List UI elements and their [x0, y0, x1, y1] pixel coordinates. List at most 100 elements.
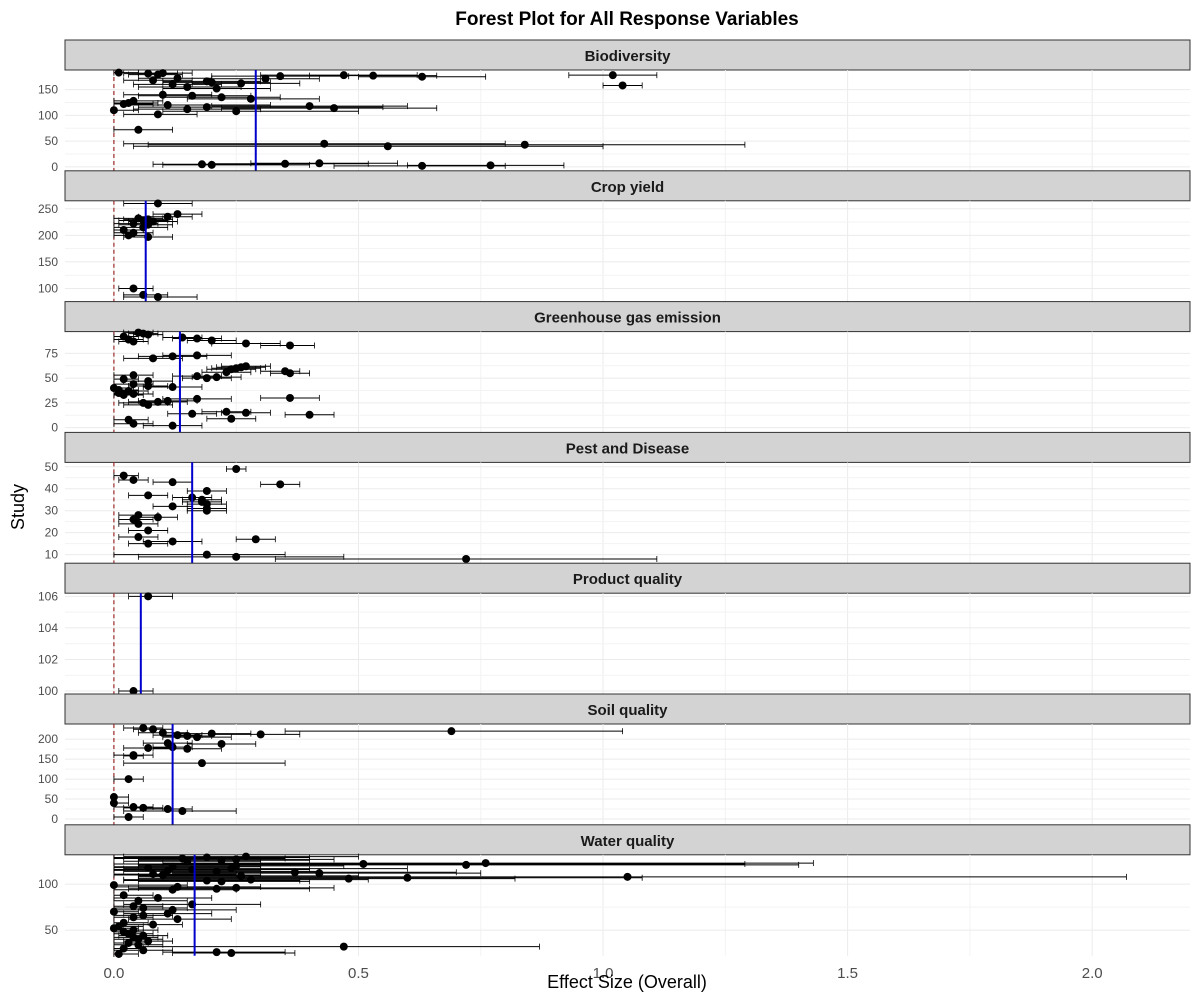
study-point [447, 727, 456, 736]
study-point [129, 419, 138, 428]
study-point [217, 877, 226, 886]
study-point [149, 354, 158, 363]
study-point [481, 859, 490, 868]
study-point [153, 199, 162, 208]
facet-label: Greenhouse gas emission [534, 310, 721, 327]
y-tick-label: 100 [38, 108, 58, 122]
study-point [134, 896, 143, 905]
study-point [144, 539, 153, 548]
study-point [315, 159, 324, 168]
study-point [129, 389, 138, 398]
study-point [227, 414, 236, 423]
y-tick-label: 0 [51, 421, 58, 435]
study-point [339, 942, 348, 951]
study-point [608, 71, 617, 80]
study-point [149, 76, 158, 85]
study-point [359, 859, 368, 868]
study-point [168, 502, 177, 511]
facet-label: Biodiversity [585, 48, 672, 65]
study-point [129, 371, 138, 380]
study-point [320, 139, 329, 148]
study-point [153, 293, 162, 302]
facet-label: Crop yield [591, 179, 664, 196]
facet-strip [64, 562, 1191, 594]
study-point [129, 475, 138, 484]
study-point [520, 140, 529, 149]
study-point [144, 69, 153, 78]
study-point [222, 407, 231, 416]
panel-water-quality: Water quality 50 100 [38, 824, 1191, 958]
study-point [163, 212, 172, 221]
study-point [344, 874, 353, 883]
study-point [109, 799, 118, 808]
facet-label: Product quality [573, 571, 683, 588]
y-tick-label: 102 [38, 652, 58, 666]
study-point [237, 79, 246, 88]
study-point [383, 142, 392, 151]
study-point [222, 368, 231, 377]
study-point [173, 915, 182, 924]
study-point [462, 555, 471, 564]
study-point [129, 687, 138, 696]
study-point [202, 103, 211, 112]
study-point [246, 94, 255, 103]
study-point [232, 107, 241, 116]
y-tick-label: 150 [38, 752, 58, 766]
study-point [153, 513, 162, 522]
study-point [119, 471, 128, 480]
y-tick-label: 50 [45, 371, 59, 385]
y-tick-label: 10 [45, 548, 59, 562]
study-point [290, 868, 299, 877]
study-point [109, 793, 118, 802]
x-tick-label: 1.0 [593, 965, 614, 982]
y-tick-label: 150 [38, 83, 58, 97]
y-tick-label: 100 [38, 772, 58, 786]
study-point [144, 743, 153, 752]
study-point [124, 813, 133, 822]
study-point [305, 102, 314, 111]
study-point [618, 81, 627, 90]
study-point [134, 519, 143, 528]
study-point [178, 807, 187, 816]
y-tick-label: 50 [45, 923, 59, 937]
panel-pest-and-disease: Pest and Disease 10 20 30 40 50 [45, 431, 1191, 564]
study-point [139, 911, 148, 920]
study-point [168, 383, 177, 392]
y-tick-label: 30 [45, 504, 59, 518]
facet-label: Soil quality [587, 702, 668, 719]
study-point [212, 948, 221, 957]
study-point [144, 382, 153, 391]
y-axis-title: Study [8, 484, 28, 530]
study-point [109, 106, 118, 115]
y-tick-label: 100 [38, 684, 58, 698]
y-tick-label: 106 [38, 589, 58, 603]
study-point [134, 533, 143, 542]
study-point [163, 805, 172, 814]
y-tick-label: 40 [45, 482, 59, 496]
study-point [193, 733, 202, 742]
study-point [119, 390, 128, 399]
study-point [144, 526, 153, 535]
x-tick-label: 2.0 [1082, 965, 1103, 982]
study-point [202, 486, 211, 495]
study-point [144, 400, 153, 409]
study-point [144, 491, 153, 500]
study-point [217, 856, 226, 865]
study-point [193, 372, 202, 381]
panel-crop-yield: Crop yield 100 150 200 250 [38, 170, 1191, 302]
study-point [202, 876, 211, 885]
study-point [153, 110, 162, 119]
study-point [129, 284, 138, 293]
study-point [188, 409, 197, 418]
facet-strip [64, 824, 1191, 856]
study-point [153, 70, 162, 79]
study-point [261, 74, 270, 83]
study-point [114, 949, 123, 958]
y-tick-label: 20 [45, 526, 59, 540]
y-tick-label: 100 [38, 282, 58, 296]
study-point [212, 84, 221, 93]
study-point [153, 397, 162, 406]
panel-biodiversity: Biodiversity 0 50 100 150 [38, 39, 1191, 174]
y-tick-label: 50 [45, 792, 59, 806]
